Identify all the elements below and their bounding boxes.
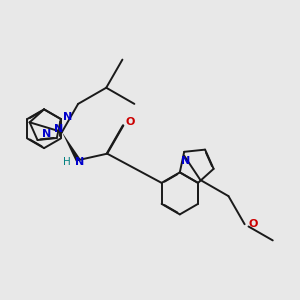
Text: N: N [75,157,84,167]
Text: O: O [125,117,134,127]
Text: N: N [42,129,51,139]
Polygon shape [62,132,80,161]
Text: N: N [63,112,73,122]
Text: O: O [248,219,257,229]
Text: N: N [54,124,63,134]
Text: H: H [63,157,71,167]
Text: N: N [181,156,190,166]
